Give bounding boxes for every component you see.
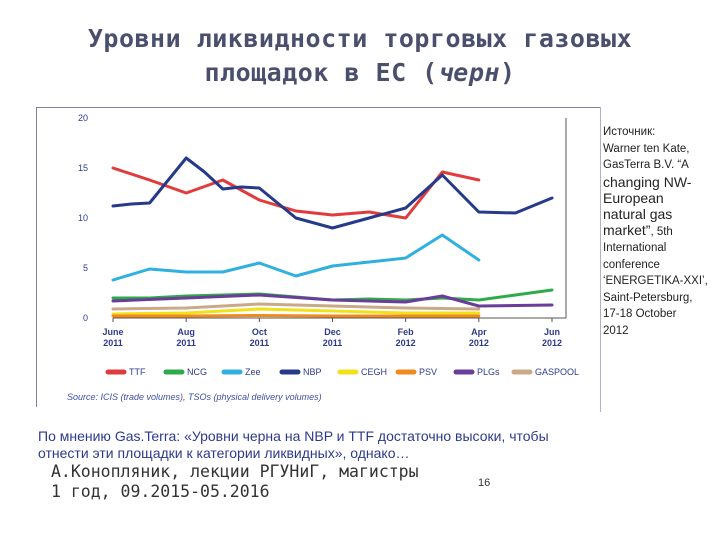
title-line-1: Уровни ликвидности торговых газовых xyxy=(87,24,633,53)
legend-label-zee: Zee xyxy=(245,367,261,377)
source-tail-5: 17-18 October xyxy=(603,308,677,320)
x-tick-label: Feb xyxy=(398,327,415,337)
legend-label-ncg: NCG xyxy=(187,367,207,377)
legend-label-gaspool: GASPOOL xyxy=(535,367,579,377)
source-tail-3: ‘ENERGETIKA-XXI’, xyxy=(603,275,708,287)
source-big-line-1: changing NW- xyxy=(603,173,692,190)
series-line-gaspool xyxy=(111,302,481,311)
x-tick-year: 2012 xyxy=(396,338,416,348)
x-tick-year: 2012 xyxy=(542,338,562,348)
series-line-nbp xyxy=(111,156,554,230)
y-tick-label: 15 xyxy=(78,163,88,173)
legend-label-cegh: CEGH xyxy=(361,367,387,377)
source-tail-2: conference xyxy=(603,258,660,271)
y-tick-label: 5 xyxy=(83,263,88,273)
gasterra-opinion-note: По мнению Gas.Terra: «Уровни черна на NB… xyxy=(38,428,549,461)
source-line-3: GasTerra B.V. “A xyxy=(603,159,689,171)
source-tail-4: Saint-Petersburg, xyxy=(603,291,693,304)
series-line-ttf xyxy=(111,166,481,220)
x-tick-label: Dec xyxy=(324,327,341,337)
source-big-line-3: natural gas xyxy=(603,205,673,222)
author-credit: А.Конопляник, лекции РГУНиГ, магистры 1 г… xyxy=(51,462,419,501)
right-border xyxy=(600,107,601,412)
x-tick-year: 2011 xyxy=(176,338,196,348)
chart-source-note: Source: ICIS (trade volumes), TSOs (phys… xyxy=(67,392,322,402)
slide-title: Уровни ликвидности торговых газовых площ… xyxy=(0,22,720,90)
x-tick-label: Jun xyxy=(544,327,560,337)
liquidity-line-chart: 05101520June2011Aug2011Oct2011Dec2011Feb… xyxy=(78,113,579,377)
title-divider xyxy=(36,107,600,108)
source-citation: Источник: Warner ten Kate, GasTerra B.V.… xyxy=(603,124,715,339)
x-tick-year: 2011 xyxy=(103,338,123,348)
left-border xyxy=(36,107,37,407)
series-line-cegh xyxy=(111,307,481,316)
x-tick-year: 2011 xyxy=(323,338,343,348)
x-tick-year: 2012 xyxy=(469,338,489,348)
x-tick-label: Aug xyxy=(177,327,195,337)
source-big-line-2: European xyxy=(603,189,664,206)
source-tail-1: International xyxy=(603,242,667,254)
x-tick-label: June xyxy=(102,327,123,337)
y-tick-label: 10 xyxy=(78,213,88,223)
legend-label-plgs: PLGs xyxy=(477,367,500,377)
source-tail-6: 2012 xyxy=(603,324,629,337)
title-line-2: площадок в ЕС (черн) xyxy=(204,58,516,87)
series-line-psv xyxy=(111,314,481,318)
page-number: 16 xyxy=(478,477,491,489)
legend-label-ttf: TTF xyxy=(129,367,146,377)
source-line-1: Источник: xyxy=(603,126,656,138)
legend-label-nbp: NBP xyxy=(303,367,322,377)
y-tick-label: 20 xyxy=(78,113,88,123)
y-tick-label: 0 xyxy=(83,313,88,323)
series-line-plgs xyxy=(111,293,554,308)
legend-label-psv: PSV xyxy=(419,367,437,377)
source-line-2: Warner ten Kate, xyxy=(603,142,690,155)
source-big-line-4: market”, 5th xyxy=(603,221,673,238)
x-tick-label: Oct xyxy=(252,327,267,337)
x-tick-year: 2011 xyxy=(250,338,270,348)
series-line-zee xyxy=(111,233,481,282)
x-tick-label: Apr xyxy=(471,327,487,337)
